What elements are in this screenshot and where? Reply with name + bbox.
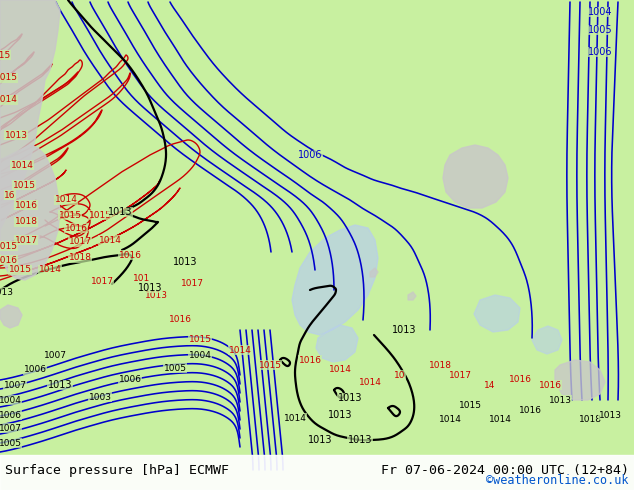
Text: 1005: 1005 xyxy=(164,364,186,372)
Text: 1013: 1013 xyxy=(172,257,197,267)
Text: 1016: 1016 xyxy=(15,200,37,210)
Text: 1015: 1015 xyxy=(458,400,481,410)
Text: 1013: 1013 xyxy=(4,130,27,140)
Text: 1017: 1017 xyxy=(181,278,204,288)
Text: 1016: 1016 xyxy=(169,316,191,324)
Text: 1007: 1007 xyxy=(44,350,67,360)
Text: 1015: 1015 xyxy=(0,74,18,82)
Text: 1013: 1013 xyxy=(598,411,621,419)
Polygon shape xyxy=(316,325,358,362)
Text: 10: 10 xyxy=(394,370,406,379)
Text: 1013: 1013 xyxy=(328,410,353,420)
Text: 1016: 1016 xyxy=(538,381,562,390)
Text: 1013: 1013 xyxy=(48,380,72,390)
Text: ©weatheronline.co.uk: ©weatheronline.co.uk xyxy=(486,474,629,487)
Text: 1006: 1006 xyxy=(119,375,141,385)
Text: 1017: 1017 xyxy=(68,238,91,246)
Text: 1013: 1013 xyxy=(138,283,162,293)
Text: 1014: 1014 xyxy=(55,196,77,204)
Text: 1004: 1004 xyxy=(0,395,22,405)
Text: 1018: 1018 xyxy=(429,361,451,369)
Text: 1013: 1013 xyxy=(348,435,372,445)
Text: 1015: 1015 xyxy=(58,211,82,220)
Text: Fr 07-06-2024 00:00 UTC (12+84): Fr 07-06-2024 00:00 UTC (12+84) xyxy=(381,464,629,477)
Text: Surface pressure [hPa] ECMWF: Surface pressure [hPa] ECMWF xyxy=(5,464,229,477)
Text: 1005: 1005 xyxy=(588,25,612,35)
Text: 1018: 1018 xyxy=(68,253,91,263)
Text: 101: 101 xyxy=(133,273,151,283)
Polygon shape xyxy=(0,305,22,328)
Text: 1015: 1015 xyxy=(13,180,36,190)
Text: 1017: 1017 xyxy=(91,277,113,287)
Text: 1016: 1016 xyxy=(65,223,87,232)
Polygon shape xyxy=(0,145,60,280)
Text: 1014: 1014 xyxy=(229,345,252,354)
Text: 1015: 1015 xyxy=(0,242,18,250)
Text: 1014: 1014 xyxy=(283,414,306,422)
Polygon shape xyxy=(555,360,605,400)
Text: 1014: 1014 xyxy=(0,96,18,104)
Text: 1013: 1013 xyxy=(145,291,167,299)
Text: 16: 16 xyxy=(4,191,16,199)
Text: 1018: 1018 xyxy=(578,416,602,424)
Text: 1006: 1006 xyxy=(0,411,22,419)
Text: 1014: 1014 xyxy=(11,161,34,170)
Text: 1016: 1016 xyxy=(0,255,18,265)
Text: 1007: 1007 xyxy=(4,381,27,390)
Text: 1007: 1007 xyxy=(0,423,22,433)
Polygon shape xyxy=(292,225,378,335)
Text: 1017: 1017 xyxy=(448,370,472,379)
Text: 1014: 1014 xyxy=(98,236,122,245)
Text: 1016: 1016 xyxy=(508,375,531,385)
Text: 1013: 1013 xyxy=(0,288,13,296)
Text: 1014: 1014 xyxy=(328,366,351,374)
Text: 1003: 1003 xyxy=(89,392,112,401)
Text: 1006: 1006 xyxy=(298,150,322,160)
Polygon shape xyxy=(408,292,416,300)
Polygon shape xyxy=(370,268,378,277)
Polygon shape xyxy=(474,295,520,332)
Text: 1006: 1006 xyxy=(588,47,612,57)
Text: 1016: 1016 xyxy=(299,356,321,365)
Text: 1013: 1013 xyxy=(108,207,133,217)
Text: 1015: 1015 xyxy=(89,211,112,220)
Text: 1015: 1015 xyxy=(188,336,212,344)
Text: 1013: 1013 xyxy=(392,325,417,335)
Text: 1014: 1014 xyxy=(359,377,382,387)
Text: 1014: 1014 xyxy=(489,416,512,424)
Polygon shape xyxy=(532,326,562,354)
Text: 1013: 1013 xyxy=(548,395,571,405)
Text: 1006: 1006 xyxy=(23,366,46,374)
Bar xyxy=(0,455,634,490)
Text: 015: 015 xyxy=(0,50,11,59)
Text: 1015: 1015 xyxy=(8,266,32,274)
Text: 1013: 1013 xyxy=(307,435,332,445)
Text: 1014: 1014 xyxy=(439,416,462,424)
Text: 1018: 1018 xyxy=(15,218,37,226)
Text: 1005: 1005 xyxy=(0,439,22,447)
Text: 14: 14 xyxy=(484,381,496,390)
Text: 1013: 1013 xyxy=(338,393,362,403)
Text: 1014: 1014 xyxy=(39,266,61,274)
Text: 1016: 1016 xyxy=(119,250,141,260)
Text: 1016: 1016 xyxy=(519,406,541,415)
Text: 1015: 1015 xyxy=(259,361,281,369)
Text: 1017: 1017 xyxy=(15,236,37,245)
Text: 1004: 1004 xyxy=(588,7,612,17)
Text: 1004: 1004 xyxy=(188,350,211,360)
Polygon shape xyxy=(0,0,60,230)
Polygon shape xyxy=(443,145,508,208)
